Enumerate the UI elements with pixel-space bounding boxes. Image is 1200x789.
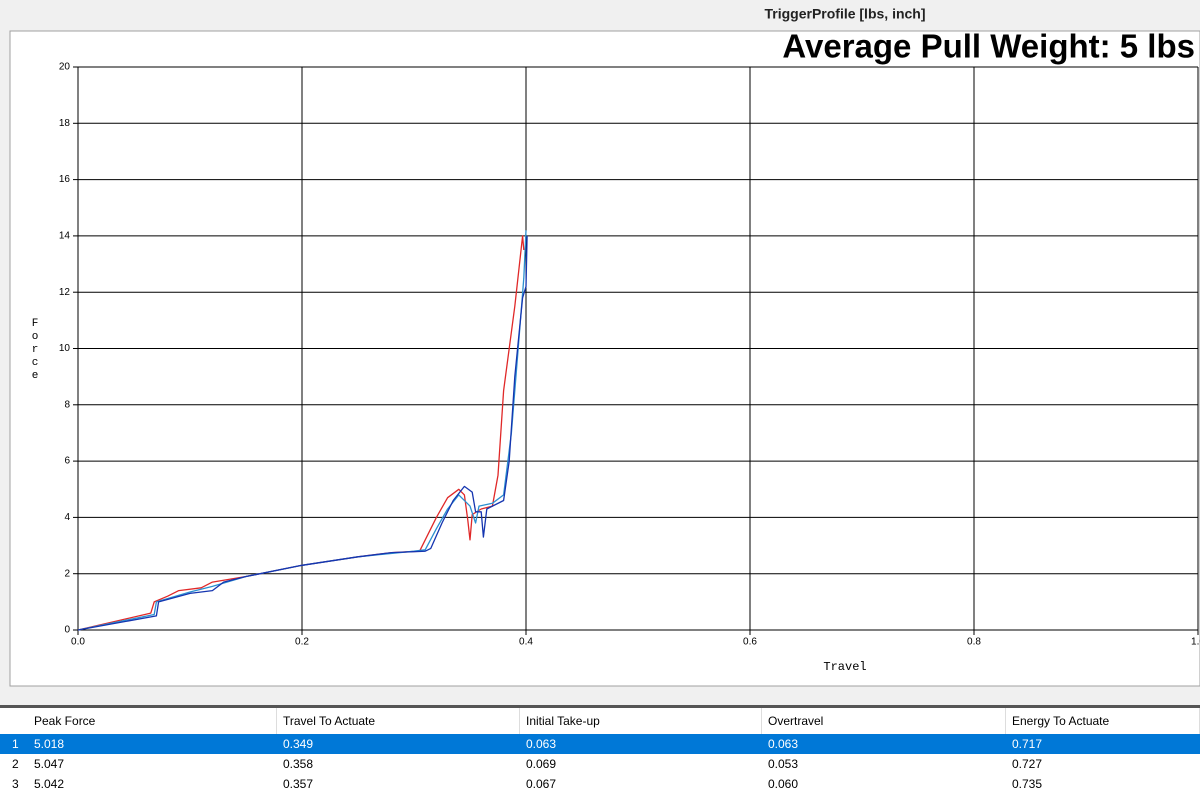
table-cell: 0.357: [283, 777, 314, 789]
table-cell: 0.735: [1012, 777, 1043, 789]
table-cell: 0.358: [283, 757, 314, 771]
table-cell: 0.063: [526, 737, 557, 751]
chart-title: TriggerProfile [lbs, inch]: [764, 6, 925, 22]
x-tick-label: 0.6: [743, 637, 757, 648]
y-tick-label: 18: [59, 118, 71, 129]
y-tick-label: 2: [64, 568, 70, 579]
y-tick-label: 20: [59, 62, 71, 73]
y-tick-label: 0: [64, 625, 70, 636]
y-tick-label: 12: [59, 287, 71, 298]
table-cell: 0.060: [768, 777, 799, 789]
table-cell: 0.067: [526, 777, 557, 789]
y-tick-label: 6: [64, 456, 70, 467]
y-tick-label: 16: [59, 174, 71, 185]
table-cell: 5.047: [34, 757, 65, 771]
y-axis-label: Force: [29, 318, 41, 383]
table-cell: 0.717: [1012, 737, 1043, 751]
x-tick-label: 1.0: [1191, 637, 1200, 648]
table-cell: 0.727: [1012, 757, 1043, 771]
y-tick-label: 8: [64, 399, 70, 410]
x-tick-label: 0.0: [71, 637, 85, 648]
table-row[interactable]: 3 5.042 0.357 0.067 0.060 0.735: [0, 774, 1200, 789]
data-line: [77, 235, 525, 631]
table-cell: 5.042: [34, 777, 65, 789]
column-header: Energy To Actuate: [1006, 708, 1200, 734]
table-cell: 0.053: [768, 757, 799, 771]
x-tick-label: 0.4: [519, 637, 533, 648]
column-header: Travel To Actuate: [277, 708, 520, 734]
column-header: Overtravel: [762, 708, 1006, 734]
results-table: Peak Force Travel To Actuate Initial Take-…: [0, 705, 1200, 789]
annotation: Average Pull Weight: 5 lbs: [782, 28, 1195, 65]
y-tick-label: 10: [59, 343, 71, 354]
x-tick-label: 0.8: [967, 637, 981, 648]
row-index: 1: [12, 737, 19, 751]
chart: TriggerProfile [lbs, inch] Average Pull …: [9, 6, 1200, 687]
column-header: Peak Force: [28, 708, 277, 734]
x-axis-label: Travel: [823, 660, 866, 674]
column-header: Initial Take-up: [520, 708, 762, 734]
data-line: [77, 235, 528, 631]
table-row[interactable]: 1 5.018 0.349 0.063 0.063 0.717: [0, 734, 1200, 754]
row-index: 3: [12, 777, 19, 789]
y-tick-label: 4: [64, 512, 70, 523]
x-tick-label: 0.2: [295, 637, 309, 648]
table-cell: 0.069: [526, 757, 557, 771]
y-tick-label: 14: [59, 231, 71, 242]
row-index: 2: [12, 757, 19, 771]
table-cell: 0.063: [768, 737, 799, 751]
data-line: [77, 230, 527, 631]
table-cell: 0.349: [283, 737, 314, 751]
table-row[interactable]: 2 5.047 0.358 0.069 0.053 0.727: [0, 754, 1200, 774]
table-cell: 5.018: [34, 737, 65, 751]
chart-panel: [9, 30, 1200, 687]
